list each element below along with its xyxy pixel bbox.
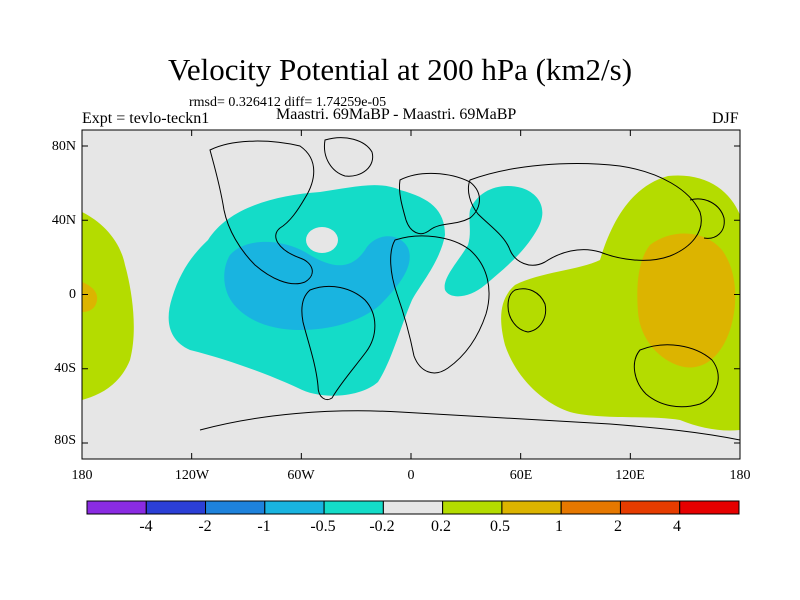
colorbar-label-neg4: -4 [139,518,153,535]
coastline-europe [399,172,480,235]
axis-ticks [81,130,741,459]
positive-core-west-edge [82,282,98,312]
colorbar-label-1: 1 [555,518,563,535]
colorbar-label-2: 2 [614,518,622,535]
map-plot-area [82,130,740,459]
subtitle: Maastri. 69MaBP - Maastri. 69MaBP [276,106,517,123]
coastline-south-america [301,285,376,400]
colorbar-swatch [501,500,562,515]
colorbar-label-4: 4 [673,518,681,535]
y-label-40S: 40S [54,361,76,376]
coastline-india [507,288,547,333]
colorbar-swatch [323,500,384,515]
season-label: DJF [712,110,739,127]
y-label-80S: 80S [54,433,76,448]
x-label-180w: 180 [71,468,93,483]
x-label-120W: 120W [174,468,210,483]
negative-core [224,236,410,330]
coastlines [199,137,740,441]
y-label-0: 0 [69,287,76,302]
x-label-120E: 120E [615,468,645,483]
coastline-north-america [209,140,315,285]
experiment-label: Expt = tevlo-teckn1 [82,110,210,127]
colorbar-swatch [442,500,503,515]
colorbar-label-neg0-5: -0.5 [310,518,336,535]
x-label-0: 0 [407,468,415,483]
x-label-180e: 180 [729,468,751,483]
coastline-africa [390,235,490,374]
coastline-australia [633,344,719,408]
y-label-80N: 80N [51,139,76,154]
colorbar-swatch [619,500,681,515]
x-label-60E: 60E [509,468,533,483]
positive-region-west-edge [82,212,134,400]
colorbar-swatch [145,500,207,515]
coastline-asia [467,163,702,266]
stats-line: rmsd= 0.326412 diff= 1.74259e-05 [189,95,387,110]
colorbar-label-neg0-2: -0.2 [369,518,395,535]
colorbar [86,500,740,515]
colorbar-label-0-2: 0.2 [431,518,451,535]
colorbar-swatch [205,500,266,515]
colorbar-swatch [679,500,740,515]
y-label-40N: 40N [51,213,76,228]
coastline-east-asia [689,198,725,239]
colorbar-label-neg1: -1 [257,518,271,535]
colorbar-label-neg2: -2 [198,518,212,535]
colorbar-swatch [86,500,147,515]
neutral-hole [306,227,338,253]
colorbar-swatch [264,500,325,515]
negative-region-asia [444,186,543,297]
coastline-antarctica [199,410,740,441]
positive-core [637,233,736,368]
colorbar-swatch [560,500,621,515]
map-title: Velocity Potential at 200 hPa (km2/s) [167,52,633,87]
colorbar-label-0-5: 0.5 [490,518,510,535]
x-label-60W: 60W [287,468,315,483]
colorbar-swatch [382,500,444,515]
coastline-greenland [323,137,374,177]
